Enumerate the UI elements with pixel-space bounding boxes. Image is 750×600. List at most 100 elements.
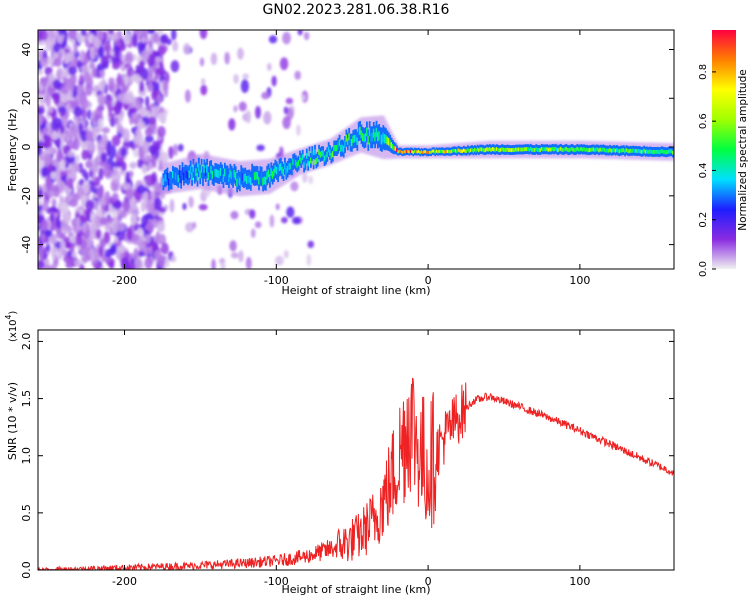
spectrogram-y-axis-label: Frequency (Hz) (6, 109, 19, 192)
signal-core (536, 148, 539, 152)
noise-blob (156, 220, 165, 233)
signal-core (454, 149, 457, 153)
signal-core (445, 149, 448, 154)
noise-blob (108, 144, 117, 159)
signal-core (345, 134, 348, 142)
signal-core (585, 147, 588, 152)
noise-blob (199, 30, 208, 40)
signal-core (288, 163, 290, 170)
signal-core (633, 148, 636, 153)
signal-core (505, 147, 508, 152)
noise-blob (124, 91, 130, 105)
noise-blob (79, 50, 85, 63)
signal-core (202, 172, 204, 181)
signal-core (310, 157, 312, 164)
signal-core (610, 148, 613, 153)
signal-core (274, 165, 277, 173)
noise-blob (137, 158, 144, 169)
signal-core (463, 148, 465, 152)
signal-core (549, 147, 551, 152)
signal-core (532, 147, 535, 152)
signal-core (344, 141, 346, 148)
noise-blob (129, 161, 137, 169)
noise-blob (51, 246, 58, 260)
signal-core (338, 139, 341, 147)
noise-blob (147, 70, 154, 84)
signal-core (314, 149, 316, 156)
signal-core (535, 147, 538, 151)
signal-core (200, 164, 203, 173)
noise-blob (151, 209, 159, 216)
signal-core (341, 144, 344, 152)
noise-blob (89, 61, 96, 70)
signal-core (368, 127, 371, 137)
noise-blob (157, 254, 165, 268)
noise-blob (132, 148, 139, 158)
noise-blob (154, 56, 163, 63)
signal-core (185, 170, 188, 179)
signal-core (592, 147, 595, 152)
noise-blob (166, 38, 172, 46)
noise-blob (108, 203, 113, 215)
signal-core (446, 149, 449, 153)
noise-blob (153, 181, 161, 193)
signal-core (661, 149, 663, 154)
noise-blob (157, 125, 166, 138)
signal-core (622, 148, 625, 153)
signal-core (527, 147, 530, 151)
signal-core (484, 148, 487, 152)
noise-blob (113, 200, 123, 210)
signal-core (655, 149, 658, 154)
signal-core (432, 149, 435, 153)
noise-blob (238, 250, 244, 263)
signal-core (437, 150, 439, 154)
signal-core (583, 147, 586, 152)
signal-core (367, 136, 370, 145)
signal-core (431, 149, 434, 153)
signal-core (356, 137, 359, 146)
x-tick-label: -200 (112, 274, 137, 287)
signal-core (393, 145, 396, 151)
signal-core (516, 147, 519, 152)
signal-core (423, 150, 426, 154)
signal-core (326, 151, 329, 158)
noise-blob (137, 227, 144, 238)
signal-core (461, 149, 464, 153)
noise-blob (45, 37, 54, 52)
noise-blob (135, 98, 143, 112)
noise-blob (137, 239, 147, 252)
noise-blob (98, 167, 104, 181)
x-tick-label: -100 (264, 274, 289, 287)
signal-core (222, 174, 225, 183)
noise-blob (148, 39, 154, 50)
signal-core (206, 164, 208, 173)
signal-core (176, 173, 178, 181)
signal-core (266, 171, 269, 180)
signal-core (330, 153, 333, 159)
noise-blob (228, 118, 236, 131)
signal-core (315, 158, 318, 165)
signal-core (218, 170, 221, 179)
noise-blob (238, 101, 247, 112)
colorbar-tick-label: 0.8 (698, 64, 709, 80)
noise-blob (40, 166, 49, 178)
signal-core (349, 138, 352, 147)
signal-core (596, 147, 599, 152)
signal-core (540, 146, 543, 151)
noise-blob (80, 194, 87, 208)
noise-blob (85, 82, 93, 96)
signal-core (174, 172, 177, 180)
signal-core (626, 148, 629, 153)
noise-blob (49, 233, 58, 245)
noise-blob (182, 42, 191, 55)
signal-core (237, 175, 240, 184)
noise-blob (237, 47, 244, 60)
signal-core (594, 148, 596, 153)
signal-core (256, 172, 259, 180)
noise-blob (99, 238, 106, 249)
noise-blob (44, 229, 53, 238)
noise-blob (123, 31, 131, 46)
signal-core (603, 147, 606, 152)
signal-core (267, 169, 270, 178)
signal-core (531, 147, 534, 152)
